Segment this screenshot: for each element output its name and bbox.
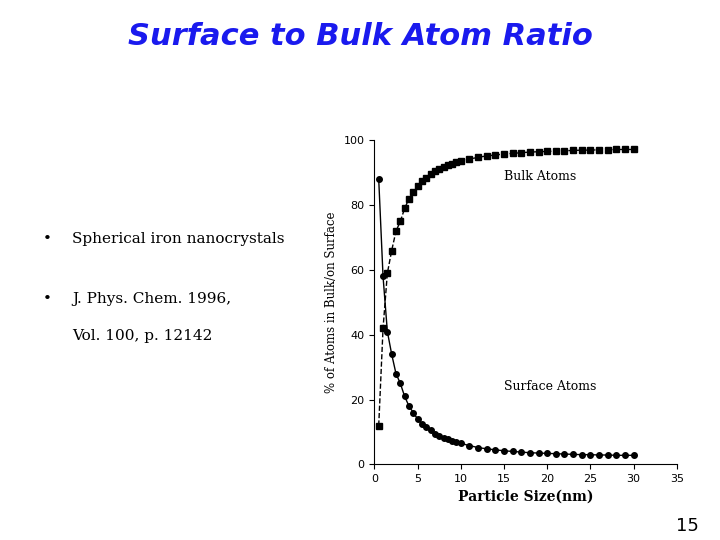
Text: Bulk Atoms: Bulk Atoms: [504, 170, 576, 183]
Text: Spherical iron nanocrystals: Spherical iron nanocrystals: [72, 232, 284, 246]
Text: Vol. 100, p. 12142: Vol. 100, p. 12142: [72, 329, 212, 343]
Text: •: •: [43, 292, 52, 306]
Text: •: •: [43, 232, 52, 246]
X-axis label: Particle Size(nm): Particle Size(nm): [458, 490, 593, 504]
Text: J. Phys. Chem. 1996,: J. Phys. Chem. 1996,: [72, 292, 231, 306]
Text: Surface Atoms: Surface Atoms: [504, 380, 596, 393]
Text: 15: 15: [675, 517, 698, 535]
Text: Surface to Bulk Atom Ratio: Surface to Bulk Atom Ratio: [127, 22, 593, 51]
Y-axis label: % of Atoms in Bulk/on Surface: % of Atoms in Bulk/on Surface: [325, 212, 338, 393]
